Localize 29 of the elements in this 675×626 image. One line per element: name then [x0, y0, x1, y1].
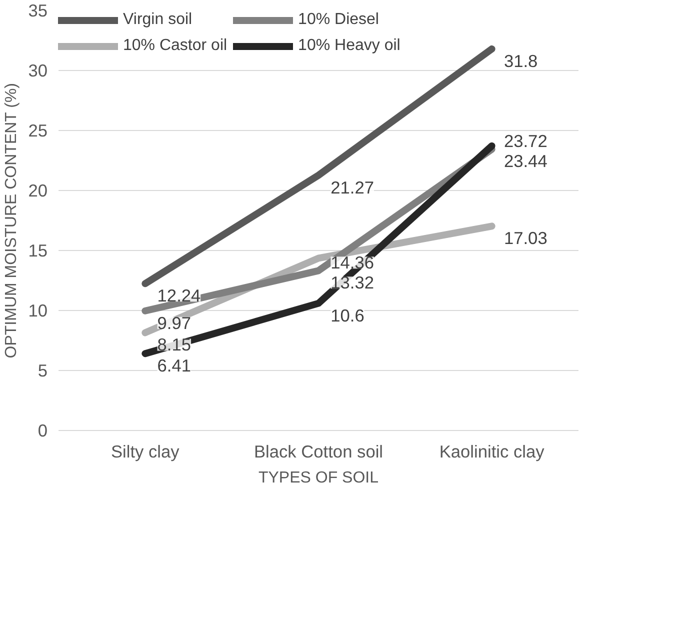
- data-label: 13.32: [330, 272, 374, 293]
- legend-label: 10% Diesel: [298, 11, 379, 29]
- data-label: 23.44: [504, 151, 548, 172]
- legend-label: 10% Heavy oil: [298, 37, 400, 55]
- data-label: 10.6: [330, 305, 364, 326]
- x-tick-label: Kaolinitic clay: [439, 442, 545, 462]
- y-tick-label: 20: [28, 180, 48, 200]
- y-tick-label: 35: [28, 0, 48, 20]
- y-tick-label: 15: [28, 240, 48, 260]
- data-label: 9.97: [157, 312, 192, 333]
- x-tick-label: Black Cotton soil: [254, 442, 384, 462]
- y-tick-label: 5: [38, 360, 48, 380]
- data-label: 6.41: [157, 356, 192, 376]
- data-label: 31.8: [504, 50, 538, 71]
- data-label: 21.27: [330, 177, 374, 198]
- x-tick-label: Silty clay: [110, 442, 180, 462]
- data-label: 23.72: [504, 131, 548, 152]
- data-label: 17.03: [504, 228, 548, 248]
- data-label: 8.15: [157, 334, 192, 355]
- legend-label: 10% Castor oil: [123, 37, 228, 55]
- y-tick-label: 25: [28, 120, 48, 140]
- data-label: 14.36: [330, 252, 374, 273]
- y-axis-title: OPTIMUM MOISTURE CONTENT (%): [3, 83, 20, 358]
- y-tick-label: 30: [28, 60, 48, 80]
- y-tick-label: 0: [38, 420, 48, 440]
- data-label: 12.24: [157, 286, 202, 306]
- y-tick-label: 10: [28, 300, 48, 320]
- legend-label: Virgin soil: [123, 11, 192, 29]
- x-axis-title: TYPES OF SOIL: [258, 470, 379, 486]
